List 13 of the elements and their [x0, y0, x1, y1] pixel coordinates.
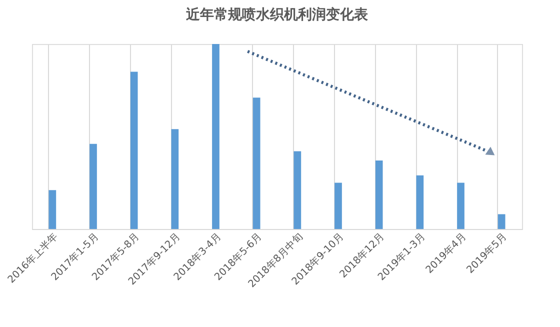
bar [130, 72, 138, 229]
chart-title: 近年常规喷水织机利润变化表 [185, 6, 369, 23]
bar [416, 175, 424, 229]
bar [457, 182, 464, 229]
bar [252, 98, 260, 229]
bar [498, 214, 506, 229]
bar [212, 44, 220, 229]
bar [294, 151, 302, 229]
bar [334, 182, 342, 229]
bar [171, 129, 179, 229]
bar [48, 190, 56, 229]
bar [90, 144, 97, 229]
bar [375, 160, 383, 229]
